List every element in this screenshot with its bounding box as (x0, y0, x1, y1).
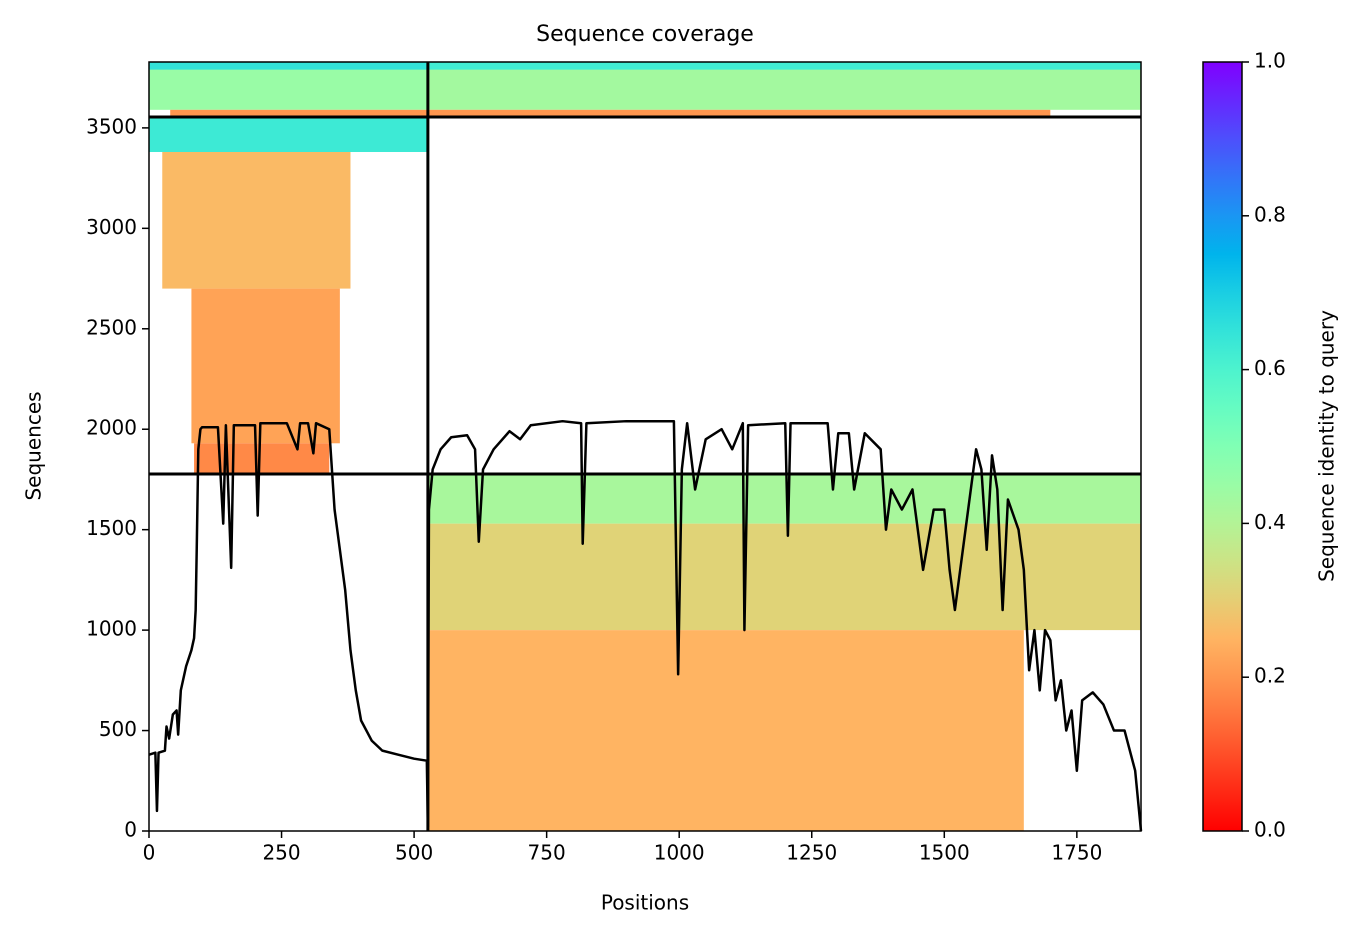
y-tick-label: 3500 (86, 114, 137, 138)
colorbar-tick-label: 0.0 (1254, 818, 1286, 842)
coverage-line (148, 419, 1143, 832)
y-axis-label: Sequences (22, 391, 46, 500)
y-tick-label: 2000 (86, 416, 137, 440)
identity-block (427, 109, 1051, 116)
y-tick-label: 3000 (86, 215, 137, 239)
identity-block (427, 62, 1141, 110)
colorbar-tick-label: 0.8 (1254, 202, 1286, 226)
identity-block (170, 109, 428, 116)
x-tick-label: 250 (262, 841, 300, 865)
x-tick-label: 0 (143, 841, 156, 865)
colorbar-label: Sequence identity to query (1315, 310, 1339, 582)
colorbar-tick-label: 0.2 (1254, 664, 1286, 688)
plot-frame (148, 61, 1142, 832)
x-tick-label: 500 (395, 841, 433, 865)
identity-block (149, 62, 428, 70)
y-tick-label: 2500 (86, 315, 137, 339)
x-tick-label: 750 (528, 841, 566, 865)
y-tick-label: 1000 (86, 617, 137, 641)
colorbar-tick-label: 0.6 (1254, 356, 1286, 380)
x-axis-label: Positions (601, 891, 689, 915)
colorbar (1202, 61, 1243, 832)
x-tick-label: 1500 (919, 841, 970, 865)
y-tick-label: 0 (124, 818, 137, 842)
x-tick-label: 1250 (786, 841, 837, 865)
identity-block (149, 62, 428, 110)
x-tick-label: 1000 (654, 841, 705, 865)
identity-block (427, 523, 1141, 631)
colorbar-tick-label: 0.4 (1254, 510, 1286, 534)
chart-title: Sequence coverage (536, 22, 754, 47)
identity-block (149, 117, 428, 152)
y-tick-label: 1500 (86, 516, 137, 540)
identity-block (194, 443, 330, 475)
colorbar-tick-label: 1.0 (1254, 49, 1286, 73)
identity-block (427, 630, 1024, 831)
x-tick-label: 1750 (1051, 841, 1102, 865)
identity-block (427, 62, 1141, 70)
identity-block (162, 151, 351, 289)
y-tick-label: 500 (99, 717, 137, 741)
identity-block (191, 288, 340, 444)
identity-block (427, 474, 1141, 524)
